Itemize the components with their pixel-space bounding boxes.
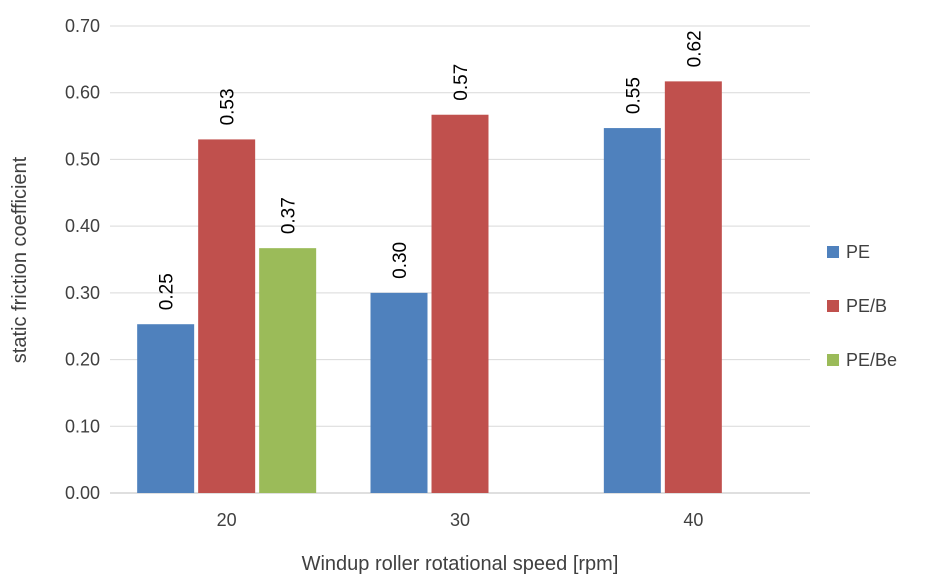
x-tick-label: 40 — [683, 510, 703, 530]
bar-pe-b-20 — [198, 139, 256, 493]
y-tick-label: 0.30 — [65, 283, 100, 303]
bar-pe-b-40 — [664, 81, 722, 493]
y-tick-label: 0.40 — [65, 216, 100, 236]
x-tick-label: 20 — [217, 510, 237, 530]
data-label: 0.62 — [684, 30, 705, 67]
x-tick-label: 30 — [450, 510, 470, 530]
bar-pe-30 — [370, 292, 428, 493]
legend: PE PE/B PE/Be — [827, 242, 897, 370]
y-tick-label: 0.00 — [65, 483, 100, 503]
bar-pe-40 — [603, 128, 661, 493]
x-axis-title: Windup roller rotational speed [rpm] — [302, 553, 619, 575]
bar-pe-b-30 — [431, 114, 489, 493]
legend-swatch — [827, 354, 839, 366]
data-label: 0.55 — [623, 77, 644, 114]
y-axis-ticks: 0.00 0.10 0.20 0.30 0.40 0.50 0.60 0.70 — [65, 16, 100, 503]
y-tick-label: 0.50 — [65, 149, 100, 169]
y-tick-label: 0.60 — [65, 83, 100, 103]
y-axis-title: static friction coefficient — [9, 156, 31, 363]
data-label: 0.53 — [218, 88, 239, 125]
bar-pe-20 — [137, 324, 195, 493]
y-tick-label: 0.70 — [65, 16, 100, 36]
data-label: 0.30 — [390, 242, 411, 279]
legend-label: PE/Be — [846, 350, 897, 370]
data-labels: 0.25 0.53 0.37 0.30 0.57 0.55 0.62 — [157, 30, 706, 310]
y-tick-label: 0.10 — [65, 416, 100, 436]
data-label: 0.37 — [279, 197, 300, 234]
legend-label: PE — [846, 242, 870, 262]
data-label: 0.57 — [451, 64, 472, 101]
legend-label: PE/B — [846, 296, 887, 316]
legend-swatch — [827, 300, 839, 312]
legend-swatch — [827, 246, 839, 258]
x-axis-ticks: 20 30 40 — [217, 510, 704, 530]
bar-pe-be-20 — [259, 248, 317, 493]
y-tick-label: 0.20 — [65, 350, 100, 370]
bars — [137, 81, 722, 493]
data-label: 0.25 — [157, 273, 178, 310]
